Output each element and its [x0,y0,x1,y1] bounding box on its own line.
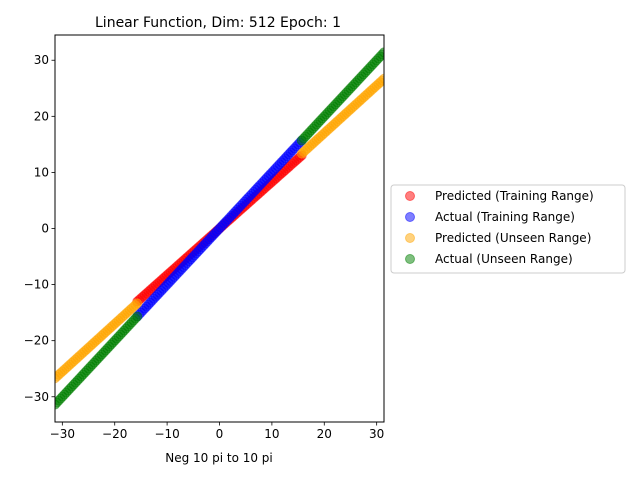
x-tick-label: 20 [317,427,332,441]
legend-label: Actual (Training Range) [435,210,575,224]
x-tick-label: 30 [369,427,384,441]
legend-marker [405,254,415,264]
x-tick-label: −20 [102,427,127,441]
x-tick-label: 10 [264,427,279,441]
x-tick-label: −10 [154,427,179,441]
point-series-2 [132,298,143,309]
y-tick-label: 30 [34,53,49,67]
x-tick-label: 0 [216,427,224,441]
x-tick-label: −30 [50,427,75,441]
y-axis-ticks: −30 −20 −10 0 10 20 30 [24,53,55,404]
legend-label: Predicted (Unseen Range) [435,231,591,245]
legend: Predicted (Training Range) Actual (Traini… [390,184,626,274]
chart-title: Linear Function, Dim: 512 Epoch: 1 [95,15,341,31]
legend-box [390,184,626,274]
y-tick-label: 10 [34,165,49,179]
y-tick-label: −30 [24,390,49,404]
data-points [55,47,384,410]
x-axis-ticks: −30 −20 −10 0 10 20 30 [50,422,384,441]
legend-marker [405,233,415,243]
point-series-3 [379,47,384,58]
legend-label: Predicted (Training Range) [435,189,594,203]
y-tick-label: 0 [41,222,49,236]
point-series-2 [379,73,384,84]
y-tick-label: −10 [24,278,49,292]
legend-marker [405,191,415,201]
y-tick-label: 20 [34,109,49,123]
legend-label: Actual (Unseen Range) [435,252,573,266]
legend-marker [405,212,415,222]
x-axis-label: Neg 10 pi to 10 pi [165,451,273,465]
point-series-3 [132,311,143,322]
y-tick-label: −20 [24,334,49,348]
